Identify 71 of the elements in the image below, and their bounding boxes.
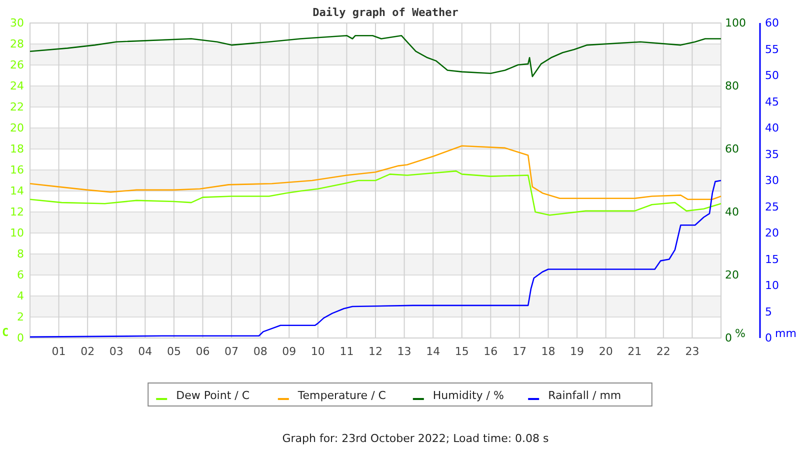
line-series: [29, 145, 722, 200]
x-tick-label: 09: [282, 345, 296, 358]
y-tick-label: 22: [10, 100, 24, 114]
y-tick-label: 24: [10, 80, 24, 92]
y3-tick-label: 15: [765, 252, 779, 266]
legend-label: Dew Point / C: [176, 389, 250, 402]
x-tick-label: 18: [541, 345, 556, 358]
y-tick-label: 0: [17, 332, 24, 344]
legend-label: Rainfall / mm: [548, 389, 622, 402]
x-tick-label: 05: [166, 345, 181, 358]
y3-tick-label: 40: [765, 122, 779, 134]
x-tick-label: 06: [196, 345, 210, 358]
x-tick-label: 15: [454, 345, 469, 358]
y3-tick-label: 30: [765, 174, 779, 187]
y-tick-label: 18: [10, 142, 24, 156]
x-tick-label: 19: [570, 345, 584, 358]
x-tick-label: 13: [397, 345, 412, 358]
y-tick-label: 26: [10, 58, 24, 72]
line-series: [29, 170, 722, 216]
x-tick-label: 21: [628, 345, 642, 358]
x-tick-label: 17: [512, 345, 526, 358]
y-tick-label: 2: [17, 310, 24, 324]
line-series: [29, 34, 722, 78]
x-tick-label: 20: [598, 345, 613, 358]
x-tick-label: 02: [80, 345, 95, 358]
x-tick-label: 10: [310, 345, 325, 358]
y3-tick-label: 45: [765, 95, 779, 108]
x-tick-label: 04: [138, 345, 152, 358]
legend-label: Humidity / %: [432, 389, 504, 402]
x-tick-label: 07: [224, 345, 239, 358]
y-tick-label: 30: [10, 16, 24, 30]
y3-tick-label: 5: [765, 305, 772, 318]
x-tick-label: 14: [426, 345, 440, 358]
x-tick-label: 22: [656, 345, 670, 358]
y-tick-label: 12: [10, 206, 24, 218]
y-tick-label: 6: [17, 268, 24, 282]
y-tick-label: 10: [10, 226, 24, 240]
y2-tick-label: 80: [725, 80, 739, 92]
y2-tick-label: 60: [725, 142, 739, 156]
y-tick-label: 4: [17, 290, 24, 302]
y2-tick-label: 0: [725, 332, 732, 344]
y3-tick-label: 50: [765, 69, 779, 82]
x-tick-label: 01: [52, 345, 66, 358]
y2-axis-title: %: [735, 327, 746, 340]
x-tick-label: 16: [484, 345, 498, 358]
y-tick-label: 14: [10, 184, 24, 198]
x-tick-label: 23: [685, 345, 700, 358]
x-tick-label: 03: [109, 345, 124, 358]
y-axis-title: C: [2, 326, 9, 339]
y3-tick-label: 25: [765, 200, 779, 214]
y3-tick-label: 55: [765, 42, 779, 56]
y-tick-label: 8: [17, 248, 24, 260]
line-series: [29, 180, 722, 338]
y-tick-label: 20: [10, 122, 24, 134]
y2-tick-label: 40: [725, 206, 739, 218]
legend-label: Temperature / C: [296, 389, 386, 402]
x-tick-label: 08: [253, 345, 268, 358]
y2-tick-label: 100: [725, 16, 746, 30]
y2-tick-label: 20: [725, 268, 739, 282]
text: Graph for: 23rd October 2022; Load time: 0.08 s: [282, 432, 550, 445]
x-tick-label: 12: [368, 345, 382, 358]
x-tick-label: 11: [340, 345, 354, 358]
y3-axis-title: mm: [775, 327, 796, 340]
y3-tick-label: 0: [765, 332, 772, 344]
y3-tick-label: 10: [765, 279, 779, 292]
y-tick-label: 28: [10, 38, 24, 50]
y3-tick-label: 60: [765, 16, 779, 30]
chart-title: Daily graph of Weather: [312, 6, 459, 19]
y-tick-label: 16: [10, 164, 24, 176]
y3-tick-label: 35: [765, 148, 779, 161]
y3-tick-label: 20: [765, 226, 779, 240]
